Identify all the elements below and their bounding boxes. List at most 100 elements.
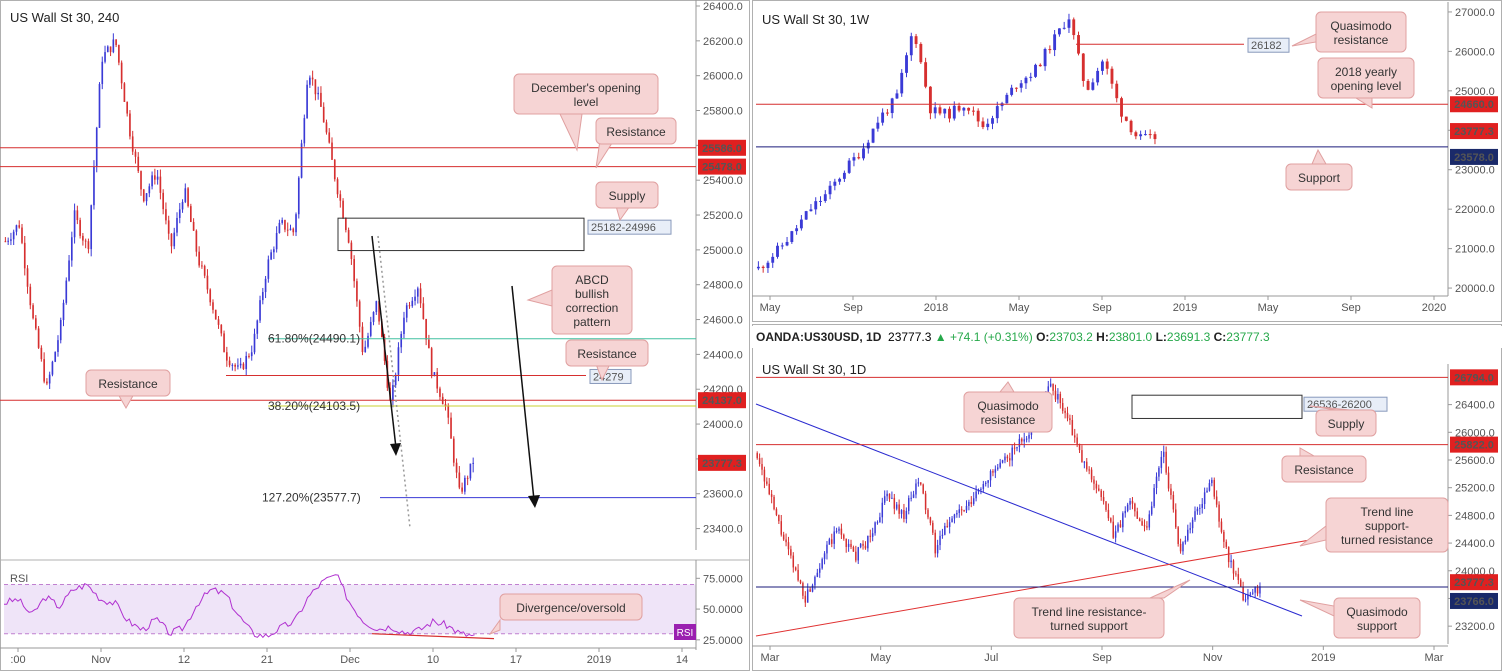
- h4-candle: [228, 360, 231, 366]
- weekly-candle: [1134, 132, 1138, 137]
- h4-candle: [4, 241, 7, 243]
- weekly-callout-support-text: Support: [1298, 171, 1341, 185]
- h4-candle: [82, 235, 84, 241]
- weekly-candle: [1072, 19, 1076, 36]
- weekly-candle: [1053, 34, 1057, 51]
- weekly-candle: [804, 211, 808, 220]
- h4-candle: [439, 388, 441, 397]
- h4-candle: [231, 364, 234, 366]
- daily-candle: [1158, 467, 1160, 477]
- daily-candle: [958, 509, 961, 513]
- h4-candle: [347, 229, 350, 243]
- daily-candle: [1247, 594, 1249, 600]
- h4-candle: [70, 237, 73, 261]
- h4-x-tick-label: 12: [178, 654, 190, 666]
- h4-candle: [436, 372, 439, 389]
- h4-candle: [375, 301, 378, 313]
- daily-candle: [838, 528, 840, 531]
- h4-candle: [118, 45, 120, 63]
- daily-candle: [1218, 504, 1220, 522]
- h4-candle: [472, 462, 475, 464]
- daily-candle: [1251, 592, 1254, 594]
- weekly-candle: [790, 231, 794, 242]
- h4-candle: [142, 189, 145, 202]
- h4-callout-resistance-top-text: Resistance: [606, 125, 666, 139]
- h4-callout-dec-open-pointer: [559, 113, 583, 152]
- weekly-candle: [814, 201, 818, 210]
- daily-candle: [1254, 586, 1256, 593]
- daily-candle: [1110, 518, 1112, 522]
- h4-abcd-dotted-line: [377, 235, 411, 529]
- daily-candle: [780, 521, 783, 535]
- daily-candle: [1073, 435, 1076, 438]
- daily-candle: [1170, 488, 1172, 495]
- h4-candle: [320, 92, 322, 107]
- daily-x-tick-label: Mar: [1425, 652, 1444, 664]
- h4-abcd-arrow: [371, 235, 397, 449]
- h4-y-tick-label: 24000.0: [703, 419, 743, 431]
- h4-candle: [195, 230, 198, 252]
- h4-candle: [300, 143, 303, 178]
- daily-candle: [845, 538, 847, 547]
- daily-candle: [1112, 521, 1114, 538]
- h4-y-tick-label: 26200.0: [703, 36, 743, 48]
- h4-candle: [23, 242, 26, 269]
- h4-candle: [369, 321, 372, 336]
- weekly-candle: [933, 107, 937, 114]
- h4-chart-title: US Wall St 30, 240: [10, 10, 119, 25]
- h4-candle: [220, 324, 223, 334]
- daily-candle: [888, 493, 891, 499]
- daily-candle: [1177, 527, 1179, 544]
- daily-candle: [1059, 393, 1062, 404]
- weekly-chart-panel[interactable]: [752, 0, 1502, 322]
- daily-candle: [992, 471, 994, 473]
- h4-callout-resistance-mid-text: Resistance: [577, 347, 637, 361]
- daily-candle: [905, 510, 908, 519]
- daily-candle: [802, 583, 804, 596]
- weekly-candle: [1086, 80, 1090, 90]
- daily-candle: [1129, 500, 1131, 505]
- daily-candle: [806, 589, 809, 603]
- weekly-candle: [1115, 83, 1119, 99]
- weekly-candle: [1105, 61, 1109, 69]
- daily-candle: [1124, 510, 1126, 514]
- h4-candle: [234, 364, 236, 367]
- weekly-candle: [761, 266, 765, 269]
- h4-candle: [416, 288, 419, 297]
- daily-callout-qm-sup-pointer: [1299, 599, 1335, 617]
- daily-candle: [1054, 390, 1057, 400]
- daily-candle: [968, 501, 970, 506]
- rsi-tag-bg: [674, 624, 696, 640]
- daily-candle: [903, 510, 905, 519]
- daily-candle: [1244, 599, 1247, 601]
- daily-candle: [1013, 447, 1016, 449]
- daily-candle: [989, 471, 992, 481]
- daily-candle: [1102, 497, 1105, 502]
- daily-candle: [934, 532, 936, 554]
- daily-candle: [1023, 439, 1025, 442]
- daily-candle: [1105, 501, 1107, 510]
- daily-candle: [1021, 438, 1023, 442]
- daily-candle: [1150, 506, 1153, 515]
- daily-candle: [915, 483, 917, 495]
- weekly-y-tick-label: 20000.0: [1455, 283, 1495, 295]
- h4-candle: [123, 83, 126, 102]
- daily-y-tick-label: 25600.0: [1455, 455, 1495, 467]
- daily-candle: [936, 545, 939, 554]
- h4-current-price-tag-bg: [698, 454, 746, 471]
- h4-candle: [151, 175, 153, 187]
- daily-candle: [1069, 418, 1071, 421]
- h4-candle: [190, 206, 192, 222]
- h4-candle: [428, 339, 430, 349]
- h4-candle: [403, 317, 405, 334]
- close-label: C:: [1213, 330, 1227, 344]
- h4-candle: [145, 193, 148, 202]
- low-value: 23691.3: [1166, 330, 1211, 344]
- h4-candle: [447, 405, 450, 418]
- daily-candle: [871, 533, 874, 537]
- h4-candle: [59, 320, 62, 341]
- h4-candle: [126, 101, 129, 114]
- daily-candle: [852, 547, 855, 552]
- daily-candle: [929, 517, 932, 523]
- weekly-candle: [828, 185, 832, 195]
